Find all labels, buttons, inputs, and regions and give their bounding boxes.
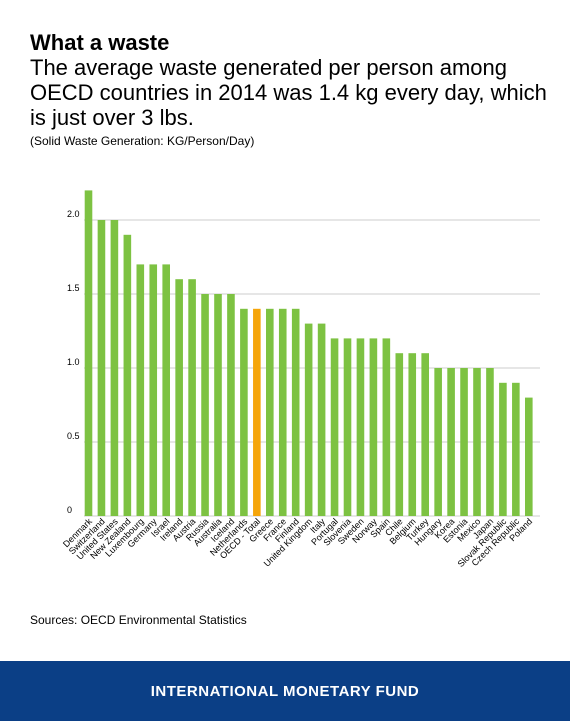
bar (97, 220, 106, 516)
bar (291, 308, 300, 516)
bar (175, 279, 183, 516)
bar (434, 368, 442, 516)
bar (266, 308, 274, 516)
bar (382, 338, 391, 516)
bar (421, 353, 429, 516)
bar (136, 264, 145, 516)
bar (525, 397, 533, 516)
bar (201, 294, 209, 516)
bar (317, 323, 326, 516)
bar (278, 308, 287, 516)
bar (110, 220, 119, 516)
bar (123, 234, 132, 517)
bar (304, 323, 313, 516)
y-tick-label: 0 (67, 505, 72, 515)
bar (149, 264, 158, 516)
unit-note: (Solid Waste Generation: KG/Person/Day) (30, 134, 255, 148)
org-name: INTERNATIONAL MONETARY FUND (150, 682, 420, 700)
bar (408, 353, 417, 516)
y-tick-label: 0.5 (67, 431, 80, 441)
bar (512, 382, 520, 516)
y-tick-label: 2.0 (67, 209, 80, 219)
bar (369, 338, 378, 516)
bar (188, 279, 196, 516)
bar (395, 353, 404, 516)
bar (473, 368, 481, 516)
footer-banner: INTERNATIONAL MONETARY FUND (0, 661, 570, 721)
bar (253, 308, 261, 516)
bar (227, 294, 235, 516)
bar (460, 368, 468, 516)
bar (486, 368, 494, 516)
bar (162, 264, 170, 516)
bar (343, 338, 352, 516)
y-tick-label: 1.5 (67, 283, 80, 293)
y-tick-label: 1.0 (67, 357, 80, 367)
bar (356, 338, 365, 516)
bar (84, 190, 93, 516)
bar (499, 382, 507, 516)
bar (330, 338, 339, 516)
bar (214, 294, 222, 516)
bar (447, 368, 455, 516)
bar (240, 308, 248, 516)
chart-subtitle: The average waste generated per person a… (30, 55, 547, 130)
chart-title: What a waste (30, 30, 170, 55)
source-note: Sources: OECD Environmental Statistics (30, 613, 247, 627)
